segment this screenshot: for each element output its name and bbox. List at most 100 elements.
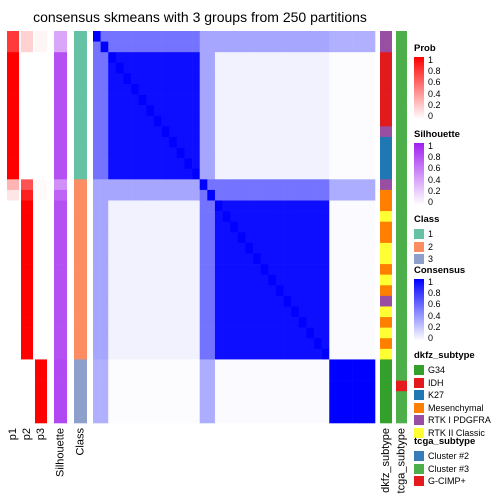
heatmap-cell bbox=[123, 52, 132, 64]
dkfz-subtype-cell bbox=[380, 274, 392, 286]
heatmap-cell bbox=[207, 52, 216, 64]
heatmap-cell bbox=[230, 136, 239, 148]
heatmap-cell bbox=[222, 232, 231, 244]
heatmap-cell bbox=[176, 83, 185, 95]
heatmap-cell bbox=[367, 317, 376, 328]
heatmap-cell bbox=[306, 189, 315, 201]
heatmap-cell bbox=[207, 147, 216, 159]
class-cell bbox=[74, 401, 87, 413]
heatmap-cell bbox=[237, 52, 246, 64]
p1-cell bbox=[7, 391, 19, 403]
heatmap-cell bbox=[336, 62, 345, 74]
heatmap-cell bbox=[321, 73, 330, 85]
class-cell bbox=[74, 115, 87, 127]
dkfz-subtype-cell bbox=[380, 295, 392, 307]
heatmap-cell bbox=[115, 94, 124, 106]
heatmap-cell bbox=[352, 147, 361, 159]
heatmap-cell bbox=[367, 105, 376, 117]
heatmap-cell bbox=[138, 168, 147, 180]
heatmap-cell bbox=[100, 380, 109, 392]
heatmap-cell bbox=[161, 285, 170, 297]
heatmap-cell bbox=[367, 200, 376, 212]
heatmap-cell bbox=[123, 126, 132, 138]
heatmap-cell bbox=[329, 359, 338, 371]
heatmap-cell bbox=[230, 253, 239, 265]
legend-dkfz-item: IDH bbox=[414, 377, 491, 390]
heatmap-cell bbox=[329, 52, 338, 64]
heatmap-cell bbox=[352, 412, 361, 424]
heatmap-cell bbox=[268, 62, 277, 74]
heatmap-cell bbox=[230, 52, 239, 64]
heatmap-cell bbox=[314, 264, 322, 275]
heatmap-cell bbox=[184, 31, 193, 42]
heatmap-cell bbox=[108, 221, 117, 233]
heatmap-cell bbox=[230, 73, 239, 85]
p1-cell bbox=[7, 31, 19, 42]
heatmap-cell bbox=[161, 242, 170, 254]
tcga-subtype-cell bbox=[396, 348, 407, 360]
heatmap-cell bbox=[214, 73, 223, 85]
heatmap-cell bbox=[283, 327, 292, 339]
heatmap-cell bbox=[153, 52, 162, 64]
silhouette-cell bbox=[54, 380, 67, 392]
heatmap-cell bbox=[268, 136, 277, 148]
p1-cell bbox=[7, 370, 19, 381]
heatmap-cell bbox=[123, 31, 132, 42]
heatmap-cell bbox=[321, 105, 330, 117]
heatmap-cell bbox=[291, 136, 300, 148]
heatmap-cell bbox=[275, 31, 284, 42]
heatmap-cell bbox=[115, 189, 124, 201]
heatmap-cell bbox=[268, 189, 277, 201]
heatmap-cell bbox=[291, 232, 300, 244]
heatmap-cell bbox=[344, 412, 353, 424]
heatmap-cell bbox=[344, 253, 353, 265]
heatmap-cell bbox=[207, 73, 216, 85]
silhouette-cell bbox=[54, 168, 67, 180]
heatmap-cell bbox=[321, 179, 330, 191]
heatmap-cell bbox=[230, 412, 239, 424]
heatmap-cell bbox=[237, 327, 246, 339]
heatmap-cell bbox=[153, 306, 162, 318]
heatmap-cell bbox=[283, 83, 292, 95]
silhouette-cell bbox=[54, 317, 67, 328]
heatmap-cell bbox=[131, 83, 140, 95]
heatmap-cell bbox=[253, 41, 261, 53]
heatmap-cell bbox=[214, 62, 223, 74]
heatmap-cell bbox=[176, 412, 185, 424]
heatmap-cell bbox=[207, 136, 216, 148]
heatmap-cell bbox=[275, 348, 284, 360]
class-cell bbox=[74, 221, 87, 233]
heatmap-cell bbox=[161, 327, 170, 339]
heatmap-cell bbox=[275, 158, 284, 170]
tcga-subtype-cell bbox=[396, 380, 407, 392]
legend-dkfz-swatch bbox=[414, 427, 424, 438]
heatmap-cell bbox=[123, 264, 132, 275]
heatmap-cell bbox=[123, 189, 132, 201]
heatmap-cell bbox=[93, 285, 101, 297]
heatmap-cell bbox=[199, 147, 208, 159]
heatmap-cell bbox=[291, 380, 300, 392]
heatmap-cell bbox=[100, 115, 109, 127]
class-cell bbox=[74, 31, 87, 42]
heatmap-cell bbox=[314, 274, 322, 286]
silhouette-cell bbox=[54, 179, 67, 191]
heatmap-cell bbox=[291, 189, 300, 201]
heatmap-cell bbox=[138, 200, 147, 212]
heatmap-cell bbox=[138, 105, 147, 117]
class-cell bbox=[74, 136, 87, 148]
heatmap-cell bbox=[336, 401, 345, 413]
heatmap-cell bbox=[146, 306, 155, 318]
heatmap-cell bbox=[245, 317, 254, 328]
heatmap-cell bbox=[268, 338, 277, 350]
heatmap-cell bbox=[336, 253, 345, 265]
legend-dkfz-swatch bbox=[414, 402, 424, 413]
heatmap-cell bbox=[298, 147, 307, 159]
heatmap-cell bbox=[192, 158, 201, 170]
heatmap-cell bbox=[298, 200, 307, 212]
heatmap-cell bbox=[253, 253, 261, 265]
heatmap-cell bbox=[115, 253, 124, 265]
legend-dkfz-label: IDH bbox=[428, 377, 444, 388]
tcga-subtype-cell bbox=[396, 168, 407, 180]
heatmap-cell bbox=[275, 94, 284, 106]
heatmap-cell bbox=[230, 158, 239, 170]
